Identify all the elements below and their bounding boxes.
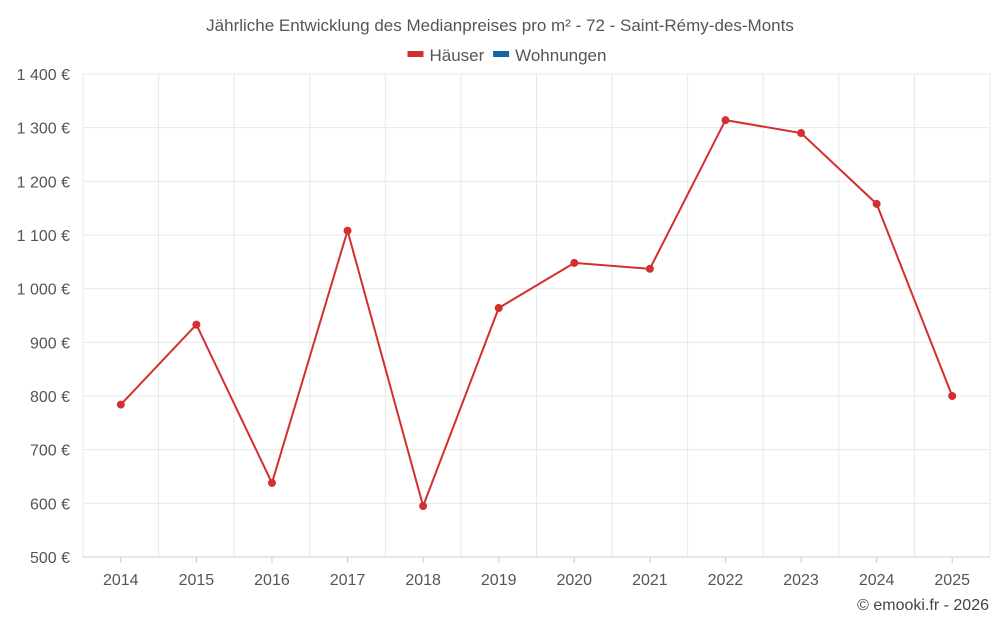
legend-swatch: [493, 51, 510, 57]
legend-item[interactable]: Wohnungen: [493, 46, 606, 65]
legend-swatch: [407, 51, 424, 57]
x-tick-label: 2020: [556, 572, 592, 589]
x-tick-label: 2024: [859, 572, 895, 589]
y-tick-label: 1 400 €: [17, 67, 70, 84]
data-point[interactable]: [343, 226, 352, 235]
y-tick-label: 1 300 €: [17, 121, 70, 138]
series-line-Häuser: [120, 119, 954, 510]
x-tick-label: 2014: [103, 572, 139, 589]
data-point[interactable]: [267, 478, 276, 487]
data-point[interactable]: [192, 320, 201, 329]
grid: [82, 73, 991, 557]
data-point[interactable]: [116, 400, 125, 409]
chart-title: Jährliche Entwicklung des Medianpreises …: [206, 16, 794, 35]
data-point[interactable]: [570, 258, 579, 267]
y-tick-label: 1 200 €: [17, 174, 70, 191]
y-tick-label: 700 €: [30, 443, 70, 460]
data-point[interactable]: [721, 116, 730, 125]
x-tick-label: 2022: [708, 572, 744, 589]
x-tick-label: 2019: [481, 572, 517, 589]
x-tick-label: 2016: [254, 572, 290, 589]
data-point[interactable]: [419, 502, 428, 511]
x-tick-label: 2015: [179, 572, 215, 589]
legend: Häuser Wohnungen: [407, 46, 606, 65]
x-axis: 2014 2015 2016 2017 2018 2019 2020 2021 2022 2023…: [83, 556, 990, 589]
y-tick-label: 800 €: [30, 389, 70, 406]
y-tick-label: 1 000 €: [17, 282, 70, 299]
legend-label: Wohnungen: [515, 46, 606, 65]
y-tick-label: 1 100 €: [17, 228, 70, 245]
credit-text: © emooki.fr - 2026: [857, 597, 989, 614]
x-tick-label: 2018: [405, 572, 441, 589]
y-tick-label: 500 €: [30, 550, 70, 567]
y-axis: 500 € 600 € 700 € 800 € 900 € 1 000 € 1 100 € 1…: [17, 67, 70, 567]
y-tick-label: 600 €: [30, 496, 70, 513]
x-tick-label: 2025: [934, 572, 970, 589]
data-point[interactable]: [494, 303, 503, 312]
y-tick-label: 900 €: [30, 335, 70, 352]
data-point[interactable]: [948, 392, 957, 400]
data-point[interactable]: [872, 199, 881, 208]
x-tick-label: 2017: [330, 572, 366, 589]
legend-item[interactable]: Häuser: [407, 46, 485, 65]
data-point[interactable]: [797, 129, 806, 138]
data-point[interactable]: [645, 264, 654, 273]
x-tick-label: 2021: [632, 572, 668, 589]
x-tick-label: 2023: [783, 572, 819, 589]
legend-label: Häuser: [430, 46, 485, 65]
series-area: [116, 116, 957, 511]
